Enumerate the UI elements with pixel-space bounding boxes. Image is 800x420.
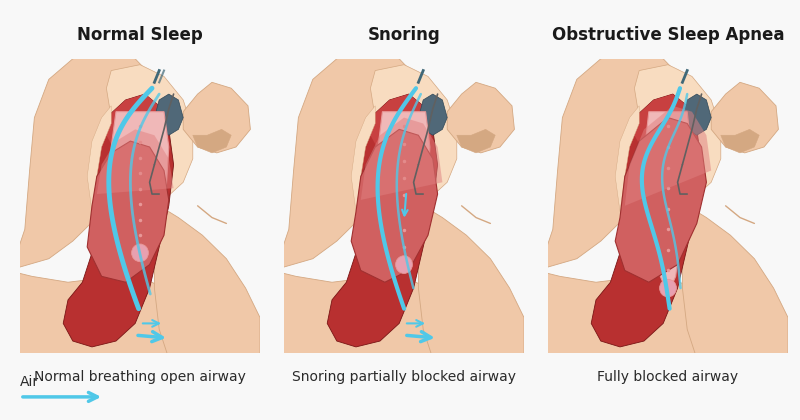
Polygon shape: [620, 106, 668, 300]
Polygon shape: [711, 82, 778, 153]
Text: Snoring: Snoring: [368, 26, 440, 44]
Polygon shape: [106, 94, 169, 165]
Polygon shape: [8, 270, 193, 359]
Polygon shape: [418, 206, 524, 359]
Polygon shape: [615, 106, 639, 212]
Text: Obstructive Sleep Apnea: Obstructive Sleep Apnea: [552, 26, 784, 44]
Polygon shape: [625, 106, 711, 206]
Polygon shape: [183, 82, 250, 153]
Ellipse shape: [396, 256, 413, 273]
Polygon shape: [645, 112, 691, 294]
Polygon shape: [351, 106, 375, 212]
Polygon shape: [327, 94, 438, 347]
Polygon shape: [97, 129, 174, 194]
Polygon shape: [378, 112, 430, 270]
Text: Normal breathing open airway: Normal breathing open airway: [34, 370, 246, 383]
Polygon shape: [370, 94, 433, 165]
Polygon shape: [418, 94, 447, 135]
Polygon shape: [8, 53, 159, 279]
Polygon shape: [106, 65, 193, 206]
Polygon shape: [457, 129, 495, 153]
Polygon shape: [87, 106, 111, 212]
Text: Air: Air: [20, 375, 39, 389]
Polygon shape: [634, 94, 697, 165]
Polygon shape: [682, 206, 788, 359]
Polygon shape: [721, 129, 759, 153]
Polygon shape: [351, 129, 438, 282]
Polygon shape: [536, 270, 721, 359]
Text: Normal Sleep: Normal Sleep: [77, 26, 203, 44]
Ellipse shape: [659, 279, 677, 297]
Polygon shape: [536, 53, 687, 279]
Polygon shape: [361, 118, 442, 200]
Polygon shape: [154, 206, 260, 359]
Polygon shape: [111, 112, 169, 259]
Text: Snoring partially blocked airway: Snoring partially blocked airway: [292, 370, 516, 383]
Polygon shape: [615, 118, 706, 282]
Polygon shape: [370, 65, 457, 206]
Polygon shape: [356, 106, 404, 300]
Polygon shape: [272, 270, 457, 359]
Polygon shape: [92, 106, 140, 300]
Polygon shape: [193, 129, 231, 153]
Polygon shape: [272, 53, 423, 279]
Text: Fully blocked airway: Fully blocked airway: [598, 370, 738, 383]
Ellipse shape: [131, 244, 149, 262]
Polygon shape: [87, 141, 169, 282]
Polygon shape: [682, 94, 711, 135]
Polygon shape: [63, 94, 174, 347]
Polygon shape: [447, 82, 514, 153]
Polygon shape: [634, 65, 721, 206]
Polygon shape: [591, 94, 702, 347]
Polygon shape: [154, 94, 183, 135]
